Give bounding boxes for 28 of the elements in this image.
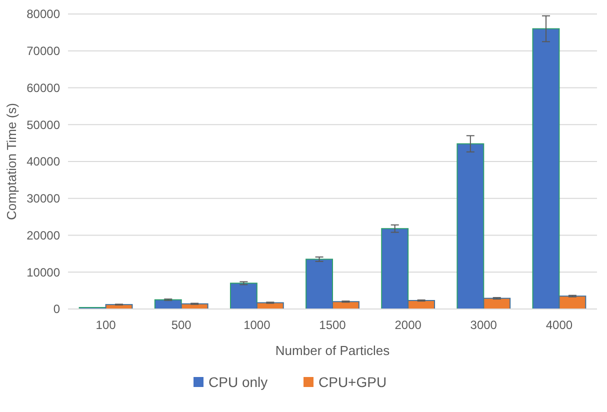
y-tick-label: 50000 <box>26 118 60 132</box>
x-tick-label: 100 <box>96 318 116 332</box>
x-tick-label: 2000 <box>394 318 422 332</box>
y-tick-label: 40000 <box>26 154 60 169</box>
legend-label: CPU only <box>208 374 268 390</box>
bar <box>558 296 586 310</box>
y-axis-title: Comptation Time (s) <box>4 102 19 220</box>
x-tick-label: 1500 <box>319 318 346 332</box>
bar <box>483 298 511 310</box>
x-tick-label: 500 <box>171 318 192 332</box>
x-tick-label: 4000 <box>546 318 573 332</box>
y-tick-label: 70000 <box>26 44 60 58</box>
y-tick-label: 10000 <box>26 265 60 280</box>
bar <box>381 228 409 310</box>
y-tick-label: 0 <box>53 302 60 316</box>
bar <box>306 258 333 310</box>
y-tick-label: 30000 <box>26 192 60 206</box>
bar <box>408 300 436 310</box>
bar <box>532 28 560 310</box>
y-tick-label: 60000 <box>26 80 60 95</box>
x-tick-label: 3000 <box>470 318 498 332</box>
legend-label: CPU+GPU <box>318 374 387 390</box>
y-tick-label: 20000 <box>26 228 60 242</box>
y-tick-label: 80000 <box>26 7 60 22</box>
bar <box>456 143 484 310</box>
bar <box>230 282 258 310</box>
x-tick-label: 1000 <box>244 318 271 332</box>
x-axis-title: Number of Particles <box>275 343 390 358</box>
